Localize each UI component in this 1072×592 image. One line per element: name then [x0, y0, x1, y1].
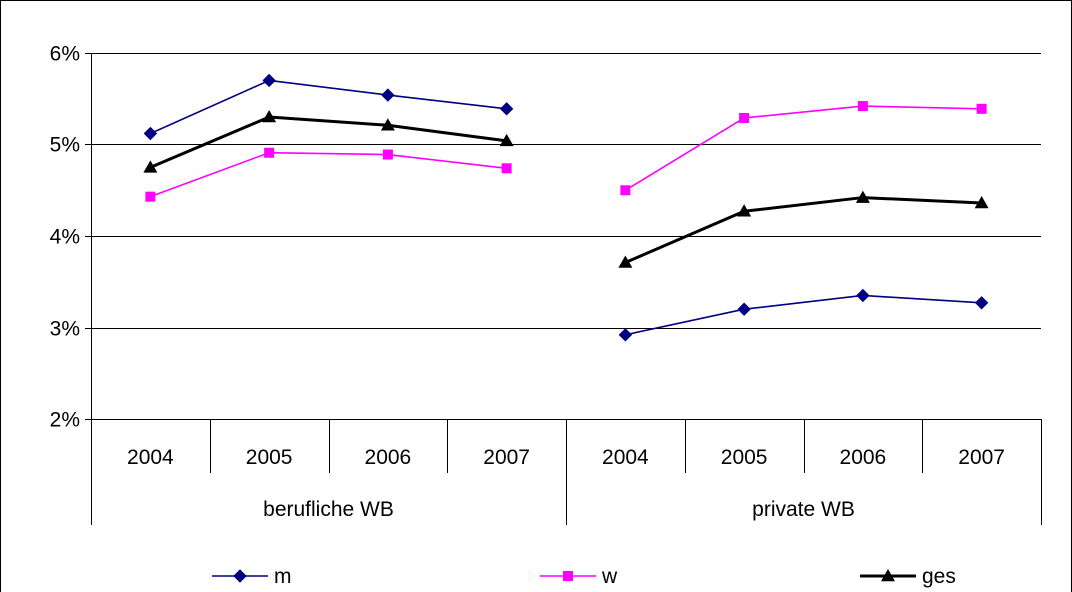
group-label: private WB	[752, 498, 855, 521]
series-line-ges	[149, 115, 507, 169]
group-label: berufliche WB	[263, 498, 394, 521]
marker-square	[501, 163, 512, 174]
x-tick-label: 2006	[840, 446, 887, 469]
marker-square	[976, 103, 987, 114]
legend-label-w: w	[601, 565, 618, 588]
marker-triangle	[262, 110, 277, 123]
x-tick-label: 2004	[602, 446, 649, 469]
y-tick-label: 5%	[50, 134, 80, 157]
group-labels: berufliche WB private WB	[263, 498, 855, 521]
series-line-m	[625, 294, 982, 336]
marker-triangle	[737, 204, 752, 217]
marker-square	[620, 185, 631, 196]
x-tick-label: 2007	[483, 446, 530, 469]
x-tick-label: 2005	[721, 446, 768, 469]
marker-triangle	[143, 160, 158, 173]
marker-square	[739, 112, 750, 123]
y-tick-label: 2%	[50, 409, 80, 432]
marker-diamond	[856, 288, 870, 303]
y-tick-label: 4%	[50, 226, 80, 249]
legend: m w ges	[212, 565, 956, 588]
x-tick-label: 2007	[958, 446, 1005, 469]
marker-square	[382, 149, 393, 160]
legend-label-ges: ges	[922, 565, 956, 588]
series-line-w	[150, 151, 507, 198]
marker-triangle	[380, 118, 395, 131]
x-tick-label: 2005	[246, 446, 293, 469]
series	[143, 73, 989, 342]
marker-triangle	[881, 569, 895, 582]
axes	[85, 53, 1042, 525]
marker-diamond	[381, 88, 395, 102]
marker-diamond	[974, 296, 989, 310]
y-tick-label: 6%	[50, 43, 80, 66]
marker-diamond	[143, 126, 158, 141]
marker-triangle	[499, 133, 514, 147]
marker-diamond	[233, 569, 247, 583]
marker-diamond	[618, 328, 633, 342]
series-line-m	[150, 79, 507, 135]
marker-triangle	[855, 190, 870, 203]
marker-triangle	[974, 196, 989, 209]
gridlines	[91, 53, 1041, 329]
marker-square	[145, 191, 156, 202]
y-tick-labels: 2% 3% 4% 5% 6%	[50, 43, 80, 432]
series-line-w	[624, 105, 982, 191]
marker-diamond	[262, 73, 276, 88]
marker-diamond	[737, 302, 751, 316]
x-tick-labels: 2004 2005 2006 2007 2004 2005 2006 2007	[127, 446, 1005, 469]
x-tick-label: 2004	[127, 446, 174, 469]
marker-diamond	[499, 102, 514, 116]
marker-square	[857, 101, 868, 112]
series-line-ges	[624, 196, 982, 264]
x-tick-label: 2006	[365, 446, 412, 469]
marker-square	[563, 571, 573, 581]
y-tick-label: 3%	[50, 318, 80, 341]
marker-square	[264, 147, 275, 158]
legend-label-m: m	[274, 565, 292, 588]
marker-triangle	[618, 255, 633, 268]
